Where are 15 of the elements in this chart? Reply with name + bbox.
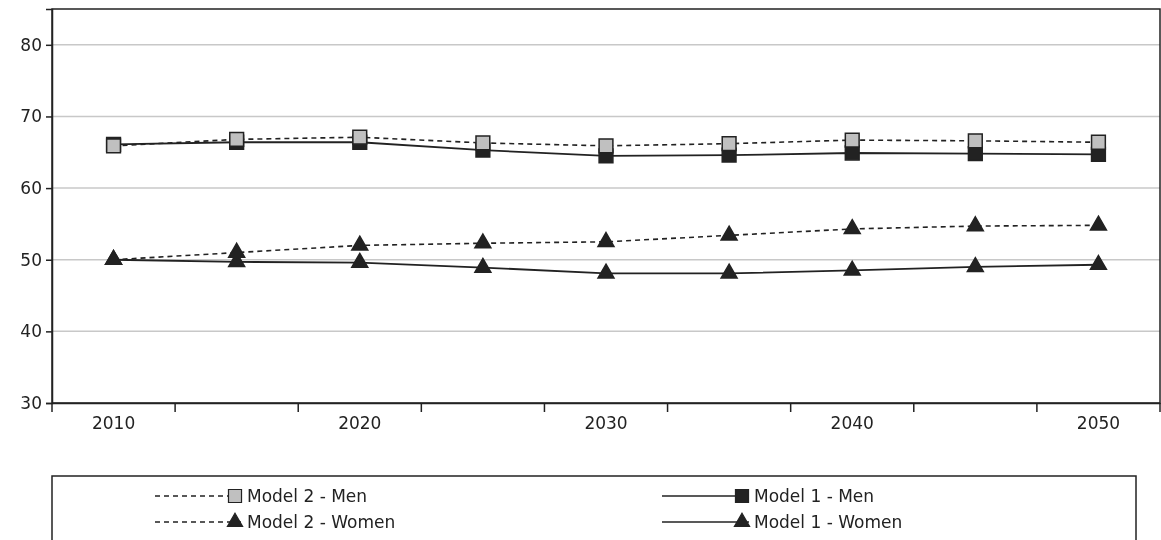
y-tick-label: 30 [20,392,42,413]
x-tick-label: 2050 [1076,413,1121,434]
y-tick-label: 80 [20,34,42,55]
legend-label: Model 1 - Women [754,512,903,532]
x-tick-label: 2040 [830,413,874,434]
y-tick-label: 50 [20,249,42,270]
legend-label: Model 2 - Women [247,512,396,532]
y-tick-label: 70 [20,106,42,127]
x-tick-label: 2030 [584,413,628,434]
x-tick-label: 2020 [338,413,382,434]
y-tick-label: 40 [20,321,42,342]
x-tick-label: 2010 [91,413,136,434]
legend-label: Model 2 - Men [247,486,368,506]
y-tick-label: 60 [20,178,42,199]
legend-label: Model 1 - Men [754,486,875,506]
